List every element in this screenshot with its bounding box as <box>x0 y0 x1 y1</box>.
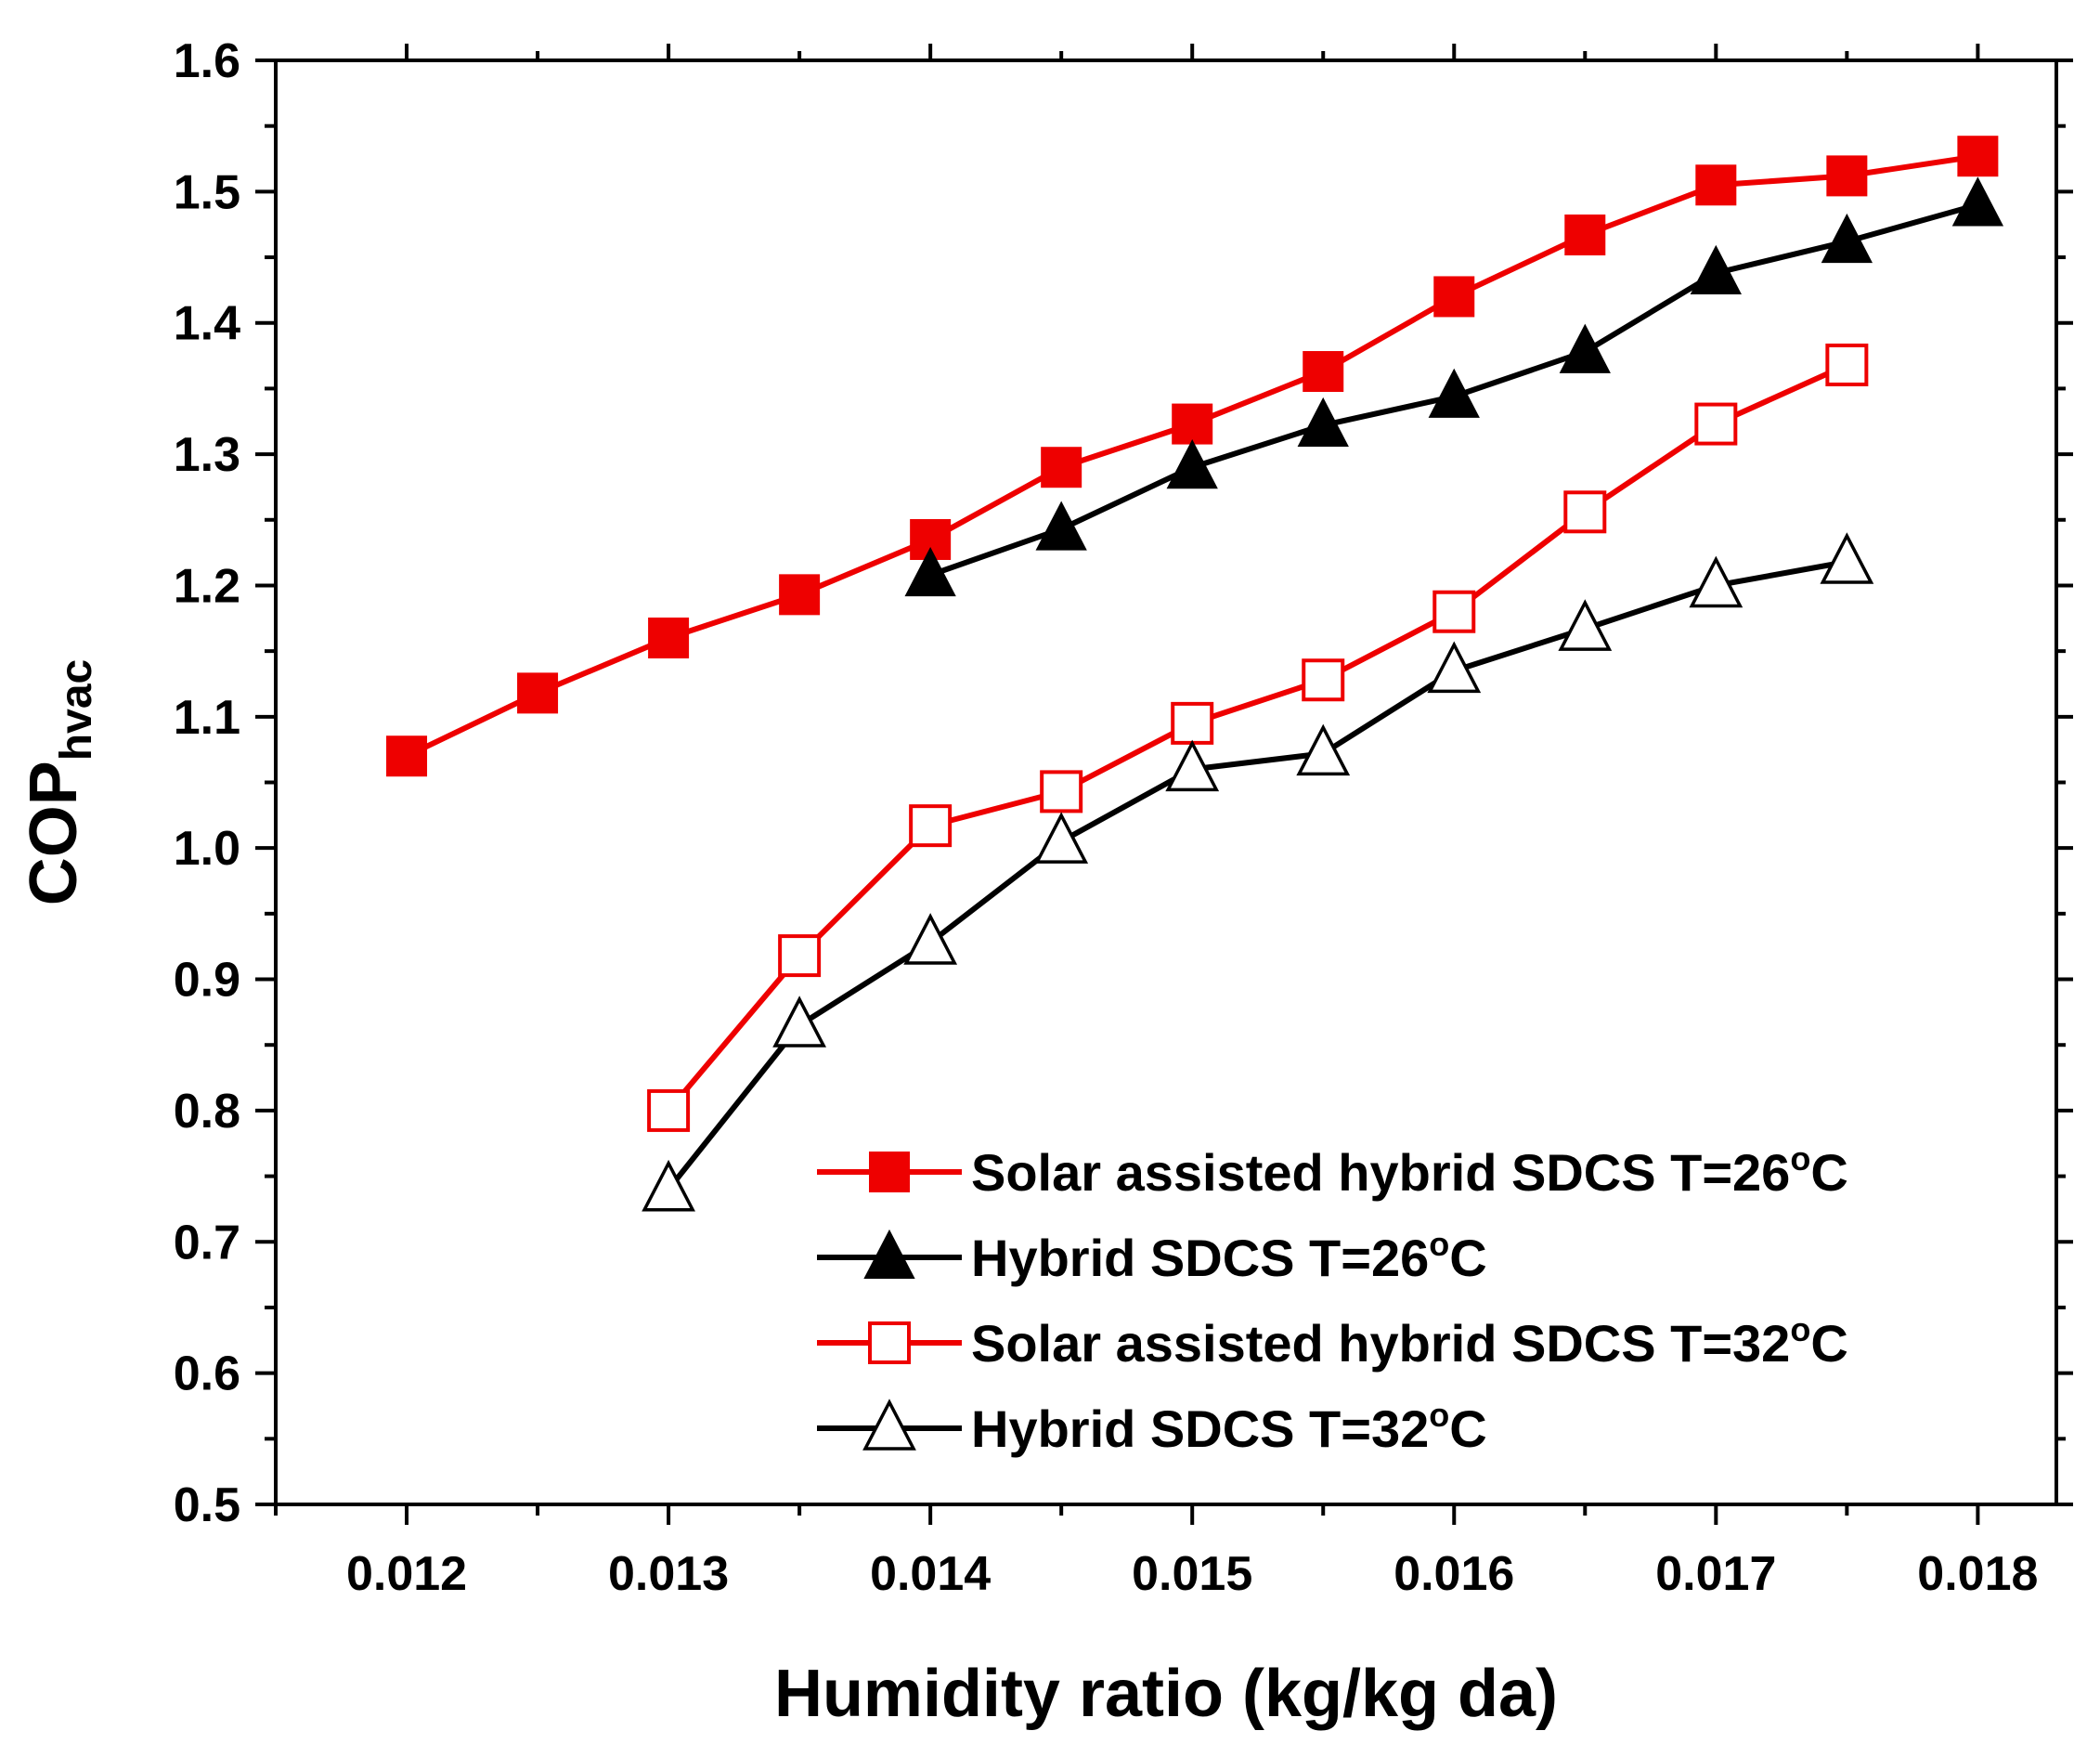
legend-item: Solar assisted hybrid SDCS T=26oC <box>817 1139 1848 1202</box>
data-point <box>1166 439 1218 489</box>
legend-label-text: Hybrid SDCS T=26 <box>971 1229 1429 1287</box>
data-point <box>1564 215 1606 256</box>
y-axis-title: COPhvac <box>17 659 101 905</box>
data-point <box>1428 368 1480 418</box>
data-point <box>1303 351 1344 393</box>
y-tick-label: 1.3 <box>174 428 240 482</box>
legend-degree-sign: o <box>1429 1225 1449 1263</box>
legend-marker <box>863 1229 915 1279</box>
y-tick-label: 0.5 <box>174 1478 240 1532</box>
data-point <box>1041 447 1082 488</box>
x-tick-label: 0.014 <box>870 1547 991 1601</box>
data-point <box>1951 176 2004 227</box>
data-point <box>1820 532 1874 584</box>
data-point <box>1821 213 1873 264</box>
x-tick-label: 0.012 <box>346 1547 467 1601</box>
data-point <box>386 735 428 777</box>
data-point <box>1558 599 1613 651</box>
x-tick-label: 0.013 <box>608 1547 729 1601</box>
plot-area <box>386 136 2004 1212</box>
y-axis-title-main: COP <box>17 761 91 905</box>
data-point <box>1433 276 1475 318</box>
series-line <box>666 362 1848 1113</box>
data-point <box>1689 555 1744 608</box>
data-point <box>903 913 958 965</box>
legend-degree-sign: o <box>1790 1310 1810 1348</box>
data-point <box>1165 739 1220 792</box>
legend-unit: C <box>1810 1314 1847 1373</box>
data-point <box>1296 723 1351 776</box>
data-point <box>1695 164 1737 206</box>
data-point <box>647 1088 691 1132</box>
data-point <box>648 618 690 658</box>
data-point <box>1040 770 1083 813</box>
legend-unit: C <box>1449 1399 1486 1458</box>
legend-label-text: Solar assisted hybrid SDCS T=32 <box>971 1314 1790 1373</box>
legend-label: Hybrid SDCS T=26oC <box>971 1225 1487 1287</box>
legend-degree-sign: o <box>1790 1139 1810 1178</box>
series-3 <box>647 343 1869 1132</box>
data-point <box>1034 812 1089 864</box>
x-tick-label: 0.016 <box>1394 1547 1514 1601</box>
legend-unit: C <box>1449 1229 1486 1287</box>
data-point <box>904 546 956 597</box>
series-4 <box>642 532 1874 1212</box>
data-point <box>1172 403 1213 445</box>
legend-marker <box>869 1152 910 1192</box>
data-point <box>1826 155 1868 197</box>
data-point <box>778 934 822 978</box>
legend-label-text: Hybrid SDCS T=32 <box>971 1399 1429 1458</box>
series-1 <box>386 136 1999 777</box>
data-point <box>1171 701 1214 745</box>
legend-marker <box>862 1399 916 1451</box>
legend-label-text: Solar assisted hybrid SDCS T=26 <box>971 1143 1790 1202</box>
legend-degree-sign: o <box>1429 1396 1449 1434</box>
data-point <box>779 574 821 616</box>
x-tick-label: 0.015 <box>1132 1547 1252 1601</box>
x-tick-label: 0.017 <box>1655 1547 1776 1601</box>
data-point <box>1035 501 1087 551</box>
series-2 <box>904 176 2004 597</box>
legend-label: Hybrid SDCS T=32oC <box>971 1396 1487 1458</box>
y-axis-title-subscript: hvac <box>52 659 101 761</box>
data-point <box>1432 590 1476 633</box>
x-axis: 0.012 0.013 0.014 0.015 0.016 0.017 0.018 <box>274 44 2038 1601</box>
data-point <box>1825 343 1869 386</box>
y-tick-label: 1.5 <box>174 165 240 219</box>
series-line <box>666 559 1847 1191</box>
legend-item: Solar assisted hybrid SDCS T=32oC <box>817 1310 1848 1373</box>
legend-item: Hybrid SDCS T=26oC <box>817 1225 1487 1287</box>
y-tick-label: 0.8 <box>174 1085 240 1139</box>
legend-marker <box>868 1321 911 1364</box>
data-point <box>909 804 953 848</box>
legend-item: Hybrid SDCS T=32oC <box>817 1396 1487 1458</box>
y-tick-label: 1.0 <box>174 822 240 876</box>
y-tick-label: 1.1 <box>174 691 240 745</box>
data-point <box>1559 323 1611 373</box>
y-axis: 0.5 0.6 0.7 0.8 0.9 1.0 1.1 1.2 1.3 1.4 1.5 1.6 <box>174 34 2073 1532</box>
data-point <box>1690 244 1742 295</box>
data-point <box>517 672 559 714</box>
data-point <box>1694 402 1738 446</box>
data-point <box>1297 397 1349 447</box>
data-point <box>1957 136 1999 177</box>
legend: Solar assisted hybrid SDCS T=26oCHybrid … <box>817 1139 1848 1458</box>
y-tick-label: 1.4 <box>174 297 240 351</box>
x-tick-label: 0.018 <box>1917 1547 2038 1601</box>
y-tick-label: 0.6 <box>174 1347 240 1401</box>
data-point <box>1563 490 1607 534</box>
x-axis-title: Humidity ratio (kg/kg da) <box>774 1657 1558 1731</box>
y-tick-label: 0.9 <box>174 954 240 1008</box>
legend-label: Solar assisted hybrid SDCS T=26oC <box>971 1139 1848 1202</box>
y-tick-label: 1.2 <box>174 559 240 613</box>
data-point <box>642 1159 695 1212</box>
legend-label: Solar assisted hybrid SDCS T=32oC <box>971 1310 1848 1373</box>
y-tick-label: 1.6 <box>174 34 240 88</box>
data-point <box>1427 641 1482 694</box>
data-point <box>1302 658 1345 702</box>
y-tick-label: 0.7 <box>174 1216 240 1269</box>
data-point <box>772 996 827 1048</box>
legend-unit: C <box>1810 1143 1847 1202</box>
